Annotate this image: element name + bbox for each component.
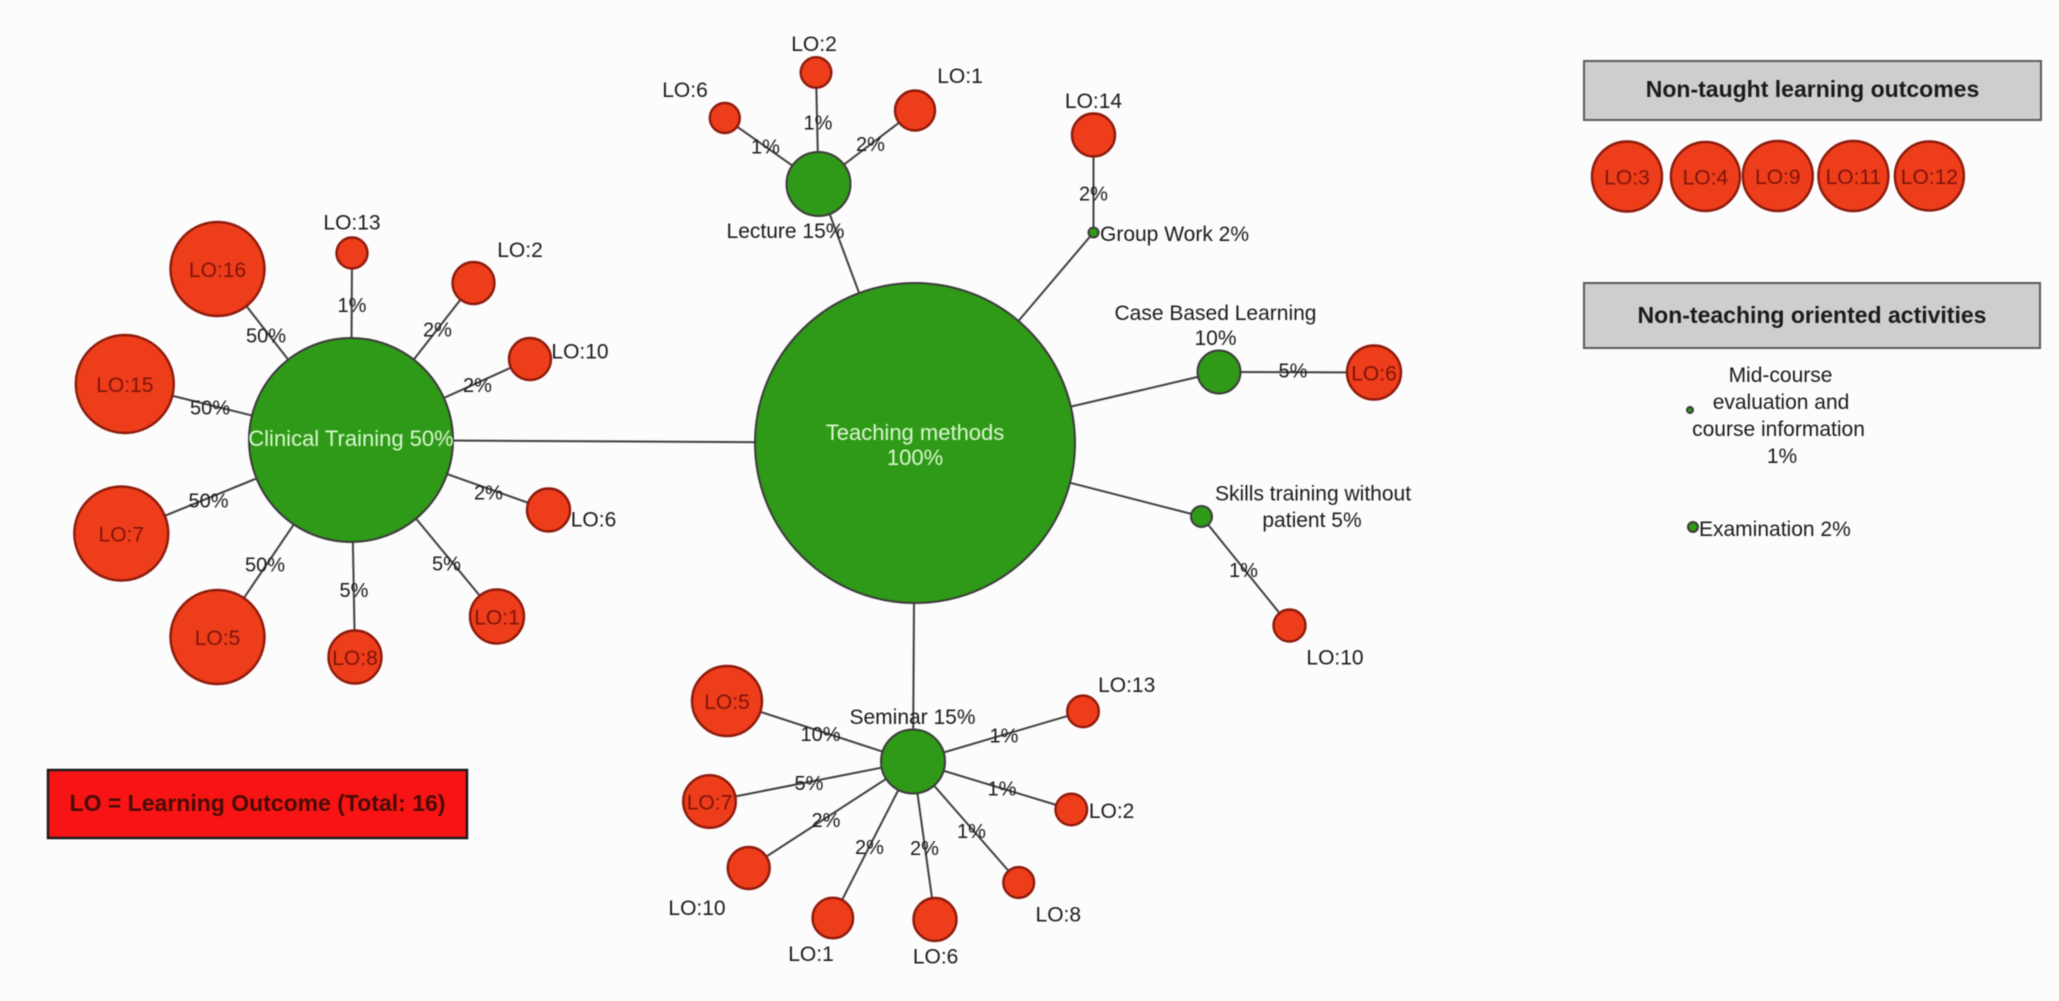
svg-text:LO:10: LO:10 [1306, 647, 1363, 670]
svg-text:2%: 2% [856, 134, 885, 156]
svg-text:LO:2: LO:2 [1089, 800, 1135, 823]
svg-text:LO:2: LO:2 [497, 239, 543, 262]
svg-text:2%: 2% [463, 375, 492, 397]
svg-text:LO:11: LO:11 [1826, 166, 1882, 189]
svg-text:2%: 2% [474, 483, 503, 505]
svg-text:2%: 2% [910, 838, 939, 860]
svg-text:LO:10: LO:10 [668, 897, 725, 920]
svg-text:1%: 1% [1767, 445, 1797, 468]
svg-text:LO:4: LO:4 [1683, 167, 1729, 190]
svg-text:1%: 1% [338, 295, 367, 317]
svg-text:2%: 2% [855, 837, 884, 859]
svg-text:1%: 1% [957, 821, 986, 843]
svg-text:10%: 10% [1194, 327, 1236, 350]
svg-text:1%: 1% [990, 726, 1019, 748]
svg-text:Group Work 2%: Group Work 2% [1100, 223, 1249, 246]
svg-text:LO:15: LO:15 [96, 374, 153, 397]
svg-text:LO = Learning Outcome (Total:: LO = Learning Outcome (Total: 16) [70, 790, 446, 816]
svg-text:LO:5: LO:5 [195, 627, 241, 650]
svg-text:10%: 10% [800, 724, 840, 746]
svg-text:1%: 1% [804, 113, 833, 135]
svg-text:1%: 1% [988, 779, 1017, 801]
svg-text:Clinical Training 50%: Clinical Training 50% [248, 426, 453, 451]
svg-text:50%: 50% [246, 326, 286, 348]
svg-text:LO:13: LO:13 [323, 212, 380, 235]
svg-text:Lecture 15%: Lecture 15% [727, 220, 845, 243]
svg-text:LO:10: LO:10 [551, 341, 608, 364]
svg-text:LO:14: LO:14 [1065, 90, 1123, 113]
svg-text:2%: 2% [812, 810, 841, 832]
svg-text:LO:1: LO:1 [474, 607, 520, 630]
svg-text:LO:6: LO:6 [571, 509, 617, 532]
svg-text:5%: 5% [1279, 361, 1308, 383]
svg-text:2%: 2% [423, 320, 452, 342]
svg-text:LO:6: LO:6 [913, 946, 959, 969]
svg-text:Seminar 15%: Seminar 15% [849, 706, 975, 729]
svg-text:1%: 1% [751, 137, 780, 159]
svg-text:evaluation and: evaluation and [1713, 391, 1850, 414]
svg-text:5%: 5% [795, 773, 824, 795]
svg-text:LO:1: LO:1 [788, 943, 834, 966]
svg-text:LO:5: LO:5 [704, 691, 750, 714]
svg-text:2%: 2% [1079, 184, 1108, 206]
svg-text:Non-taught learning outcomes: Non-taught learning outcomes [1646, 76, 1980, 102]
svg-text:Teaching methods: Teaching methods [826, 420, 1005, 445]
svg-text:1%: 1% [1229, 560, 1258, 582]
svg-text:Skills training without: Skills training without [1215, 483, 1411, 506]
svg-text:100%: 100% [887, 445, 943, 470]
svg-text:LO:16: LO:16 [189, 259, 246, 282]
svg-text:LO:7: LO:7 [687, 792, 733, 815]
svg-text:patient 5%: patient 5% [1262, 509, 1361, 532]
svg-text:LO:6: LO:6 [662, 79, 708, 102]
svg-text:LO:2: LO:2 [791, 33, 837, 56]
svg-text:50%: 50% [190, 398, 230, 420]
svg-text:LO:8: LO:8 [1036, 904, 1082, 927]
svg-text:LO:6: LO:6 [1351, 363, 1397, 386]
svg-text:LO:7: LO:7 [99, 524, 145, 547]
svg-text:Non-teaching oriented activiti: Non-teaching oriented activities [1638, 302, 1987, 328]
svg-text:LO:9: LO:9 [1755, 166, 1801, 189]
svg-text:50%: 50% [188, 491, 228, 513]
svg-text:course information: course information [1692, 418, 1865, 441]
svg-text:LO:12: LO:12 [1901, 166, 1958, 189]
svg-text:LO:3: LO:3 [1604, 167, 1650, 190]
svg-text:5%: 5% [340, 580, 369, 602]
svg-text:Examination 2%: Examination 2% [1699, 518, 1851, 541]
svg-text:LO:13: LO:13 [1098, 674, 1155, 697]
svg-text:50%: 50% [245, 555, 285, 577]
svg-text:Case Based Learning: Case Based Learning [1115, 302, 1317, 325]
svg-text:LO:1: LO:1 [937, 65, 983, 88]
svg-text:5%: 5% [432, 554, 461, 576]
svg-text:LO:8: LO:8 [332, 647, 378, 670]
svg-text:Mid-course: Mid-course [1729, 364, 1833, 387]
